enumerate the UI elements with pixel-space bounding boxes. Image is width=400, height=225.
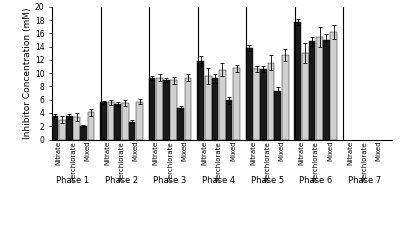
Bar: [114, 104, 121, 140]
Bar: [59, 120, 66, 140]
Bar: [323, 40, 330, 140]
Bar: [219, 70, 226, 140]
Text: Phase 2: Phase 2: [105, 176, 138, 185]
Y-axis label: Inhibitor Concentration (mM): Inhibitor Concentration (mM): [23, 7, 32, 139]
Bar: [149, 78, 156, 140]
Bar: [260, 69, 267, 140]
Bar: [302, 53, 309, 140]
Bar: [122, 103, 129, 140]
Bar: [316, 37, 323, 140]
Bar: [52, 116, 58, 140]
Bar: [73, 117, 80, 140]
Bar: [274, 91, 281, 140]
Bar: [156, 78, 163, 140]
Bar: [100, 102, 107, 140]
Bar: [66, 116, 72, 140]
Bar: [185, 78, 192, 140]
Text: Phase 4: Phase 4: [202, 176, 235, 185]
Bar: [246, 48, 252, 140]
Bar: [309, 41, 315, 140]
Bar: [108, 102, 114, 140]
Bar: [177, 108, 184, 140]
Bar: [197, 61, 204, 140]
Bar: [226, 100, 232, 140]
Bar: [163, 80, 170, 140]
Text: Phase 3: Phase 3: [154, 176, 187, 185]
Bar: [254, 69, 260, 140]
Bar: [294, 22, 301, 140]
Text: Phase 7: Phase 7: [348, 176, 381, 185]
Bar: [212, 79, 218, 140]
Bar: [233, 68, 240, 140]
Bar: [205, 76, 212, 140]
Text: Phase 5: Phase 5: [251, 176, 284, 185]
Bar: [80, 126, 87, 140]
Bar: [330, 32, 337, 140]
Bar: [170, 80, 177, 140]
Text: Phase 6: Phase 6: [299, 176, 332, 185]
Bar: [282, 54, 288, 140]
Bar: [88, 112, 94, 140]
Bar: [129, 122, 135, 140]
Bar: [268, 63, 274, 140]
Text: Phase 1: Phase 1: [56, 176, 90, 185]
Bar: [136, 102, 143, 140]
